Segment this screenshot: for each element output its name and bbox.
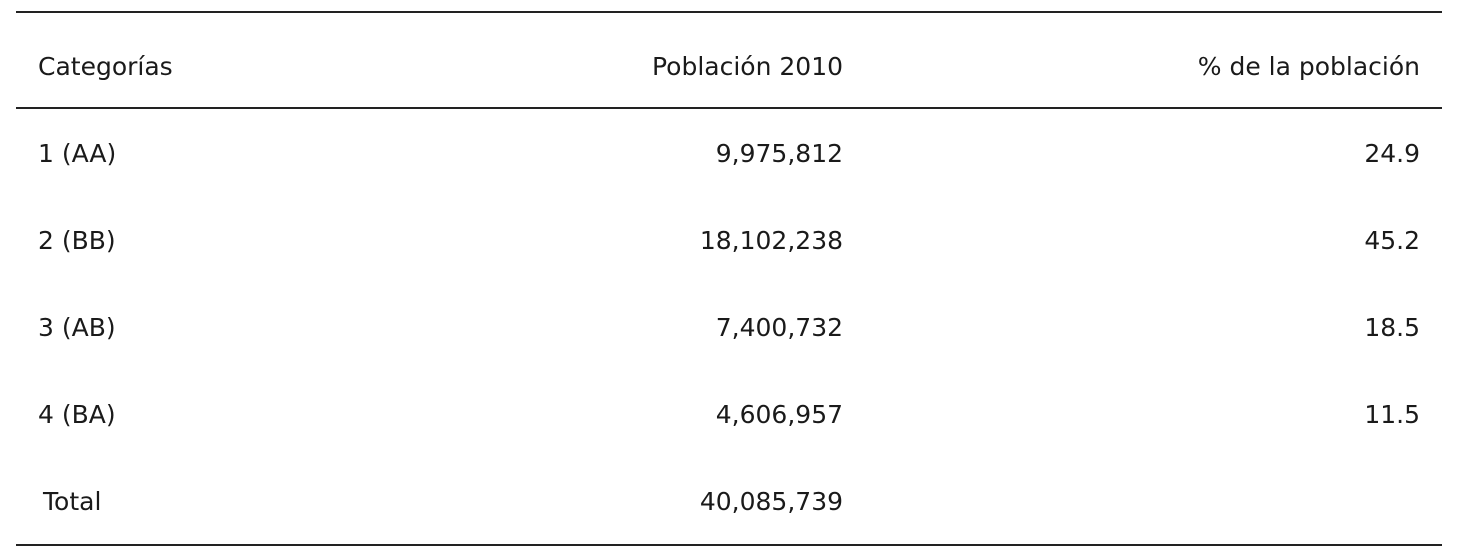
column-header: % de la población	[1197, 52, 1420, 81]
column-header: Población 2010	[651, 52, 843, 81]
top-rule	[16, 11, 1442, 13]
table-cell: 40,085,739	[699, 487, 843, 516]
row-label: 2 (BB)	[38, 226, 116, 255]
row-label: 3 (AB)	[38, 313, 116, 342]
row-label: 4 (BA)	[38, 400, 116, 429]
row-label: Total	[43, 487, 102, 516]
table-cell: 24.9	[1364, 139, 1420, 168]
table-cell: 4,606,957	[715, 400, 843, 429]
table-cell: 9,975,812	[715, 139, 843, 168]
table-cell: 11.5	[1364, 400, 1420, 429]
table-cell: 7,400,732	[715, 313, 843, 342]
header-rule	[16, 107, 1442, 109]
table-cell: 45.2	[1364, 226, 1420, 255]
row-label: 1 (AA)	[38, 139, 117, 168]
table-cell: 18,102,238	[699, 226, 843, 255]
bottom-rule	[16, 544, 1442, 546]
table-cell: 18.5	[1364, 313, 1420, 342]
column-header: Categorías	[38, 52, 173, 81]
